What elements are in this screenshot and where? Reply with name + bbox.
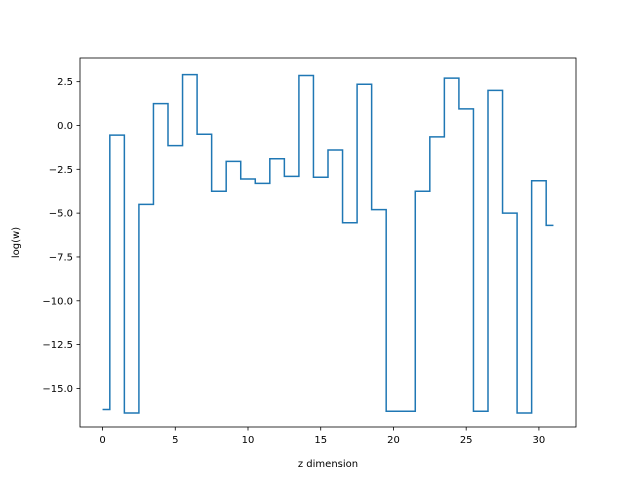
y-tick-label: −7.5: [49, 252, 73, 263]
y-axis-label: log(w): [11, 227, 22, 258]
x-tick-label: 5: [172, 435, 178, 446]
x-axis: 0 5 10 15 20 25 30: [99, 427, 545, 446]
plot-frame: [79, 57, 577, 428]
y-tick-label: −12.5: [42, 340, 73, 351]
x-tick-label: 10: [242, 435, 255, 446]
y-tick-label: 2.5: [57, 77, 73, 88]
x-tick-label: 30: [533, 435, 546, 446]
y-tick-label: −2.5: [49, 165, 73, 176]
y-tick-label: −5.0: [49, 209, 73, 220]
y-tick-label: −15.0: [42, 384, 73, 395]
y-axis: −15.0 −12.5 −10.0 −7.5 −5.0 −2.5 0.0 2.5: [42, 77, 80, 395]
y-tick-label: −10.0: [42, 296, 73, 307]
series-line-0: [102, 73, 554, 414]
x-axis-label: z dimension: [298, 459, 358, 470]
x-tick-label: 0: [99, 435, 105, 446]
x-tick-label: 25: [460, 435, 473, 446]
x-tick-label: 15: [314, 435, 327, 446]
plot-series: [102, 73, 554, 414]
x-tick-label: 20: [387, 435, 400, 446]
y-tick-label: 0.0: [57, 121, 73, 132]
